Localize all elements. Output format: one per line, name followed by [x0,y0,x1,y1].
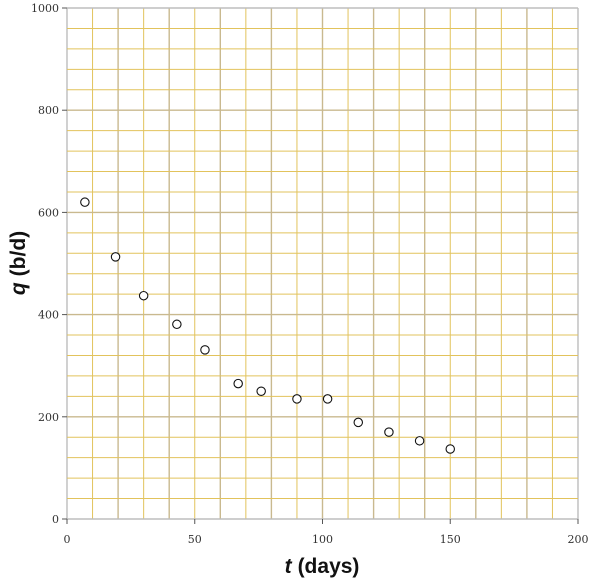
tick-labels: 0 50 100 150 200 0 200 400 600 800 1000 [31,2,589,546]
data-point [110,252,121,262]
data-point [200,345,210,355]
x-axis-unit: (days) [298,555,360,578]
x-tick-label: 100 [312,533,333,546]
data-point [233,378,243,389]
x-tick-label: 200 [568,533,589,546]
x-axis-title: t (days) [285,555,360,578]
data-point [80,197,90,207]
x-tick-label: 50 [188,533,202,546]
y-axis-symbol: q [7,282,30,295]
data-point [322,394,333,404]
x-tick-label: 150 [440,533,461,546]
y-tick-label: 1000 [31,2,59,15]
y-tick-label: 0 [52,513,59,526]
y-tick-label: 200 [38,411,59,424]
y-axis-unit: (b/d) [7,231,30,276]
x-tick-label: 0 [64,533,71,546]
data-point [353,417,364,428]
data-points [80,197,455,454]
y-tick-label: 400 [38,309,59,322]
data-point [138,290,149,301]
data-point [384,427,394,437]
x-axis-symbol: t [285,555,293,578]
y-tick-label: 800 [38,104,59,117]
data-point [445,444,455,454]
data-point [414,436,425,446]
y-tick-label: 600 [38,206,59,219]
data-point [172,319,182,330]
data-point [256,386,266,396]
y-axis-title: q (b/d) [7,231,30,295]
grid [62,7,579,524]
data-point [292,394,302,404]
